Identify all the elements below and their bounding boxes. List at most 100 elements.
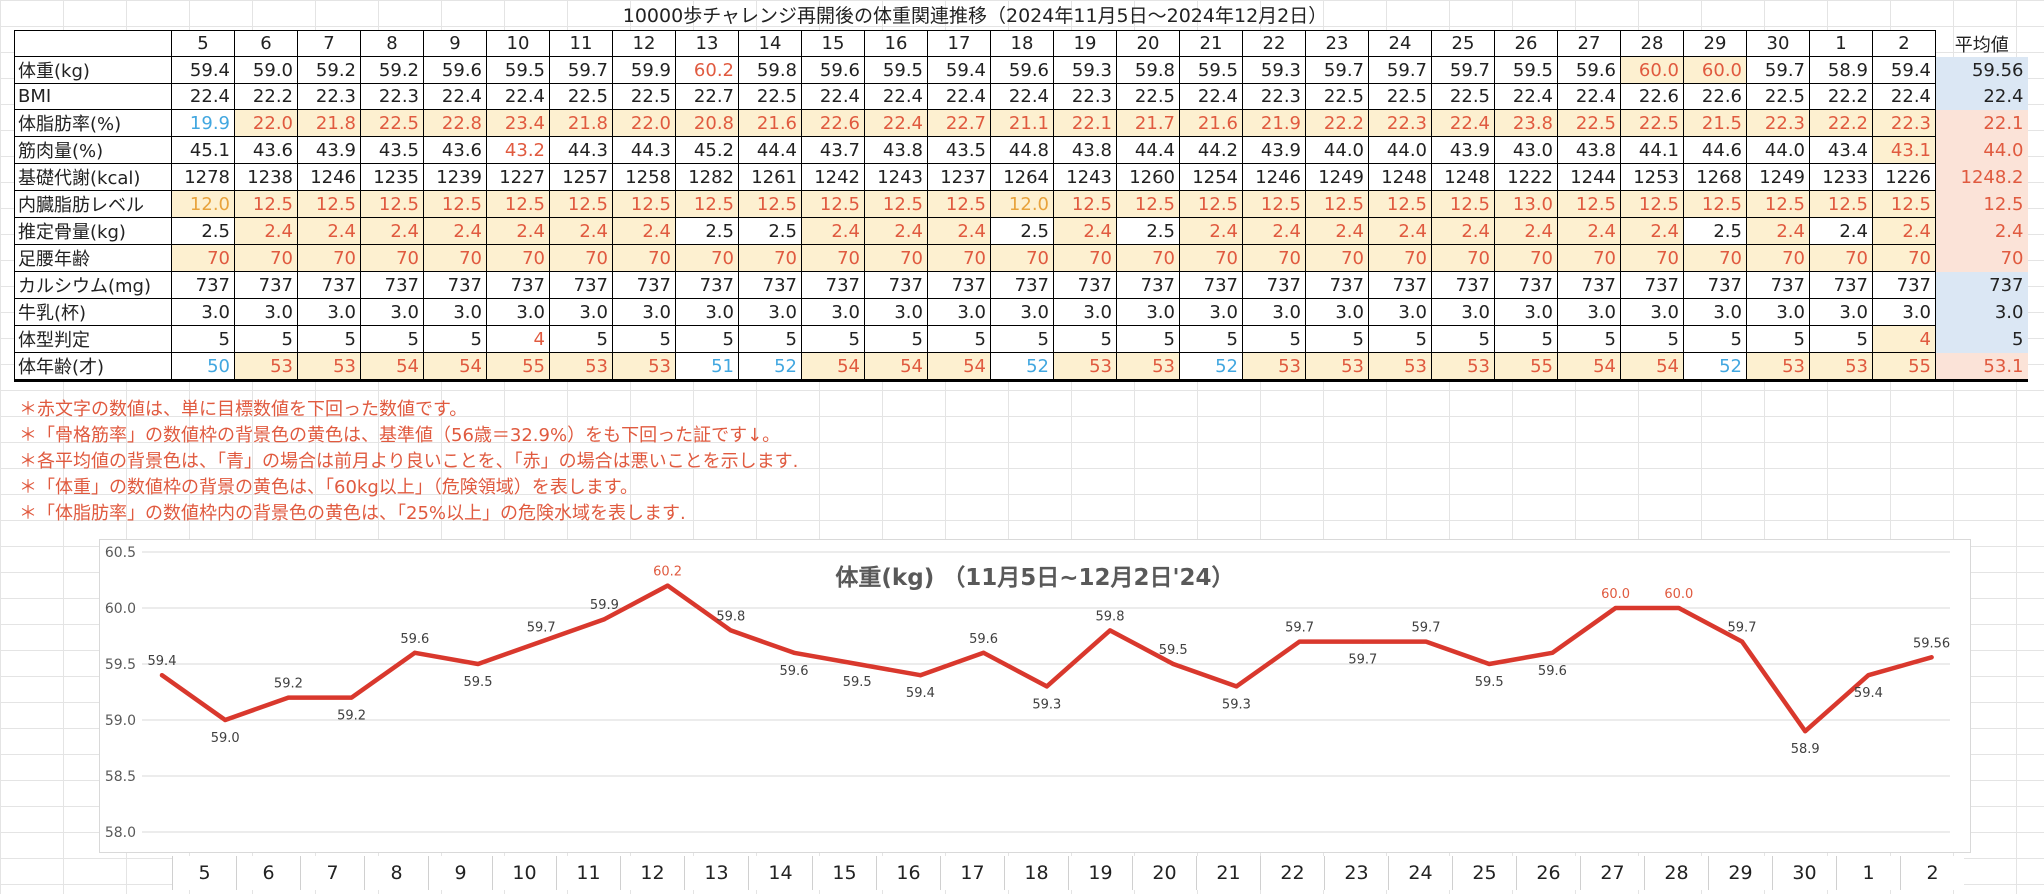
value-cell[interactable]: 1249 [1305,163,1369,192]
value-cell[interactable]: 70 [1116,244,1180,273]
value-cell[interactable]: 737 [1809,271,1873,300]
value-cell[interactable]: 737 [1116,271,1180,300]
value-cell[interactable]: 55 [486,352,550,383]
value-cell[interactable]: 22.3 [1242,83,1306,111]
value-cell[interactable]: 3.0 [1305,298,1369,327]
value-cell[interactable]: 5 [612,325,676,354]
value-cell[interactable]: 3.0 [1557,298,1621,327]
x-axis-day-label[interactable]: 27 [1580,856,1644,890]
value-cell[interactable]: 51 [675,352,739,383]
day-header-cell[interactable]: 18 [990,29,1054,58]
value-cell[interactable]: 22.5 [1431,83,1495,111]
day-header-cell[interactable]: 8 [360,29,424,58]
avg-value-cell[interactable]: 22.1 [1935,109,2028,137]
value-cell[interactable]: 52 [1179,352,1243,383]
value-cell[interactable]: 70 [549,244,613,273]
row-label-cell[interactable]: BMI [14,83,172,111]
x-axis-day-label[interactable]: 12 [620,856,684,890]
value-cell[interactable]: 43.2 [486,136,550,165]
value-cell[interactable]: 22.4 [1179,83,1243,111]
value-cell[interactable]: 21.5 [1683,109,1747,138]
value-cell[interactable]: 53 [1746,352,1810,383]
x-axis-day-label[interactable]: 16 [876,856,940,890]
value-cell[interactable]: 2.4 [612,217,676,246]
value-cell[interactable]: 59.4 [171,56,235,85]
value-cell[interactable]: 70 [864,244,928,273]
value-cell[interactable]: 53 [234,352,298,383]
value-cell[interactable]: 5 [234,325,298,354]
value-cell[interactable]: 70 [234,244,298,273]
value-cell[interactable]: 737 [360,271,424,300]
day-header-cell[interactable]: 27 [1557,29,1621,58]
day-header-cell[interactable]: 30 [1746,29,1810,58]
day-header-cell[interactable]: 2 [1872,29,1936,58]
value-cell[interactable]: 12.5 [1242,190,1306,219]
value-cell[interactable]: 59.7 [549,56,613,85]
value-cell[interactable]: 70 [1494,244,1558,273]
day-header-cell[interactable]: 5 [171,29,235,58]
value-cell[interactable]: 22.3 [297,83,361,111]
value-cell[interactable]: 3.0 [1431,298,1495,327]
x-axis-day-label[interactable]: 1 [1836,856,1900,890]
value-cell[interactable]: 22.6 [1620,83,1684,111]
value-cell[interactable]: 43.1 [1872,136,1936,165]
day-header-cell[interactable]: 26 [1494,29,1558,58]
x-axis-day-label[interactable]: 28 [1644,856,1708,890]
value-cell[interactable]: 3.0 [1683,298,1747,327]
value-cell[interactable]: 3.0 [1809,298,1873,327]
value-cell[interactable]: 1260 [1116,163,1180,192]
value-cell[interactable]: 70 [990,244,1054,273]
value-cell[interactable]: 54 [1557,352,1621,383]
x-axis-day-label[interactable]: 24 [1388,856,1452,890]
value-cell[interactable]: 5 [423,325,487,354]
value-cell[interactable]: 21.6 [1179,109,1243,138]
value-cell[interactable]: 1253 [1620,163,1684,192]
value-cell[interactable]: 59.2 [297,56,361,85]
value-cell[interactable]: 70 [738,244,802,273]
value-cell[interactable]: 2.4 [1494,217,1558,246]
value-cell[interactable]: 45.2 [675,136,739,165]
avg-value-cell[interactable]: 737 [1935,271,2028,299]
value-cell[interactable]: 1249 [1746,163,1810,192]
value-cell[interactable]: 70 [1746,244,1810,273]
value-cell[interactable]: 2.4 [1872,217,1936,246]
value-cell[interactable]: 59.6 [1557,56,1621,85]
value-cell[interactable]: 1227 [486,163,550,192]
value-cell[interactable]: 2.4 [360,217,424,246]
day-header-cell[interactable]: 28 [1620,29,1684,58]
x-axis-day-label[interactable]: 7 [300,856,364,890]
value-cell[interactable]: 3.0 [675,298,739,327]
value-cell[interactable]: 22.5 [360,109,424,138]
value-cell[interactable]: 2.5 [171,217,235,246]
row-label-cell[interactable]: 体重(kg) [14,56,172,85]
value-cell[interactable]: 54 [423,352,487,383]
value-cell[interactable]: 70 [927,244,991,273]
value-cell[interactable]: 2.4 [1053,217,1117,246]
value-cell[interactable]: 22.3 [360,83,424,111]
day-header-cell[interactable]: 12 [612,29,676,58]
value-cell[interactable]: 70 [1431,244,1495,273]
value-cell[interactable]: 22.4 [1494,83,1558,111]
value-cell[interactable]: 54 [360,352,424,383]
value-cell[interactable]: 4 [1872,325,1936,354]
value-cell[interactable]: 3.0 [1053,298,1117,327]
row-label-cell[interactable]: カルシウム(mg) [14,271,172,300]
value-cell[interactable]: 22.4 [864,83,928,111]
value-cell[interactable]: 23.8 [1494,109,1558,138]
day-header-cell[interactable]: 24 [1368,29,1432,58]
value-cell[interactable]: 3.0 [234,298,298,327]
value-cell[interactable]: 43.9 [1242,136,1306,165]
value-cell[interactable]: 3.0 [549,298,613,327]
value-cell[interactable]: 70 [1179,244,1243,273]
value-cell[interactable]: 22.2 [1809,83,1873,111]
value-cell[interactable]: 1258 [612,163,676,192]
value-cell[interactable]: 1238 [234,163,298,192]
value-cell[interactable]: 3.0 [1242,298,1306,327]
value-cell[interactable]: 70 [675,244,739,273]
value-cell[interactable]: 12.5 [1053,190,1117,219]
value-cell[interactable]: 1248 [1431,163,1495,192]
value-cell[interactable]: 737 [1305,271,1369,300]
row-label-cell[interactable]: 推定骨量(kg) [14,217,172,246]
value-cell[interactable]: 3.0 [738,298,802,327]
value-cell[interactable]: 5 [1179,325,1243,354]
